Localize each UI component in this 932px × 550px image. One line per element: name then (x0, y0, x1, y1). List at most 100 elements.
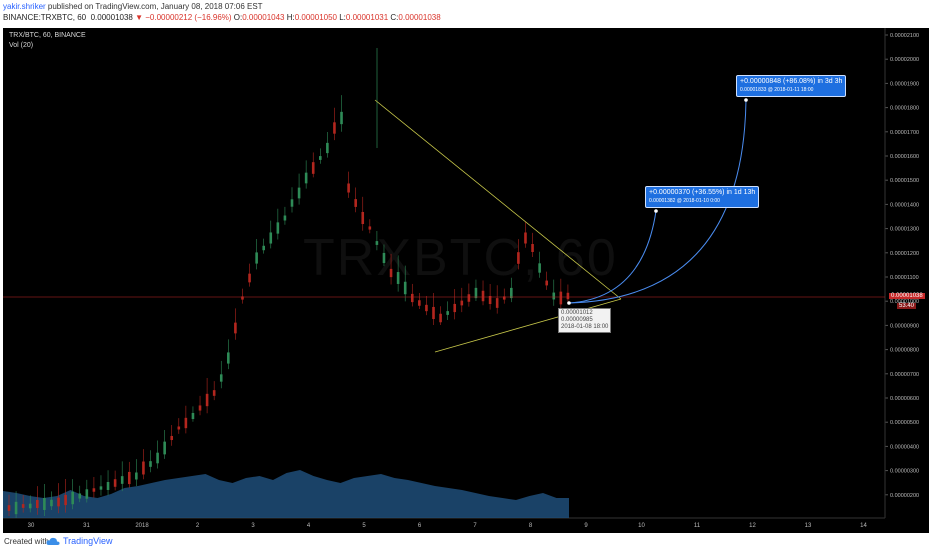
candle-body (255, 252, 258, 264)
candle-body (495, 298, 499, 308)
candle-body (85, 489, 89, 499)
current-price-label: 0.00001038 (889, 293, 925, 299)
cloud-icon (46, 537, 60, 545)
chart-pane[interactable]: TRXBTC, 60 0.00002100 0.00002000 0.0000190… (3, 28, 929, 533)
candle-body (28, 503, 32, 509)
price-change: −0.00000212 (−16.96%) (145, 13, 232, 22)
projection-curve-1 (568, 210, 657, 304)
price-axis-label: 0.00001300 (890, 227, 919, 233)
candle-body (552, 292, 556, 300)
candle-body (488, 295, 492, 305)
price-axis-label: 0.00000400 (890, 444, 919, 450)
open-value: 0.00001043 (242, 13, 285, 22)
chart-header: yakir.shriker published on TradingView.c… (0, 0, 932, 28)
author-link[interactable]: yakir.shriker (3, 2, 46, 11)
price-axis-label: 0.00002100 (890, 33, 919, 39)
candle-body (333, 122, 336, 134)
tooltip-price-b: 0.00000985 (561, 317, 593, 323)
candle-body (120, 476, 124, 484)
projection-point-2 (744, 98, 748, 102)
low-label: L: (339, 13, 346, 22)
candle-body (7, 505, 11, 511)
candle-body (135, 472, 138, 480)
candle-body (538, 263, 541, 273)
ohlc-line: BINANCE:TRXBTC, 60 0.00001038 ▼ −0.00000… (3, 13, 441, 22)
candle-body (347, 183, 350, 193)
candle-body (361, 211, 365, 225)
candle-body (283, 215, 287, 221)
candle-body (191, 412, 195, 420)
candle-body (163, 441, 166, 455)
price-axis-label: 0.00001200 (890, 251, 919, 257)
time-axis-label: 3 (251, 523, 255, 529)
current-volume-label: 53.40 (897, 303, 917, 309)
projection-callout-1[interactable]: +0.00000370 (+36.55%) in 1d 13h 0.000013… (645, 186, 760, 208)
high-value: 0.00001050 (294, 13, 337, 22)
time-axis-label: 7 (473, 523, 477, 529)
candle-body (524, 232, 527, 244)
low-value: 0.00001031 (345, 13, 389, 22)
high-label: H: (286, 13, 295, 22)
candle-body (545, 280, 548, 286)
price-axis-label: 0.00000800 (890, 348, 919, 354)
price-axis-label: 0.00000200 (890, 493, 919, 499)
candle-body (92, 488, 96, 492)
created-with-text: Created with (4, 537, 49, 546)
candle-body (212, 390, 216, 396)
candle-body (439, 313, 442, 323)
candle-body (326, 142, 329, 154)
candle-body (453, 303, 457, 313)
price-axis-label: 0.00000700 (890, 372, 919, 378)
price-chart[interactable]: 0.00002100 0.00002000 0.00001900 0.00001800… (3, 28, 929, 533)
price-axis-label: 0.00001800 (890, 106, 919, 112)
time-axis-label: 11 (694, 523, 701, 529)
projection-point-1 (654, 209, 658, 213)
callout-1-target: 0.00001382 @ 2018-01-10 0:00 (649, 198, 720, 204)
projection-callout-2[interactable]: +0.00000848 (+86.08%) in 3d 3h 0.0000183… (736, 75, 847, 97)
time-axis-label: 5 (362, 523, 366, 529)
time-axis-label: 12 (749, 523, 756, 529)
candle-body (446, 311, 449, 315)
tooltip-price-a: 0.00001012 (561, 310, 593, 316)
tooltip-date: 2018-01-08 18:00 (561, 324, 609, 330)
candle-body (566, 292, 570, 300)
price-axis-label: 0.00002000 (890, 57, 919, 63)
time-axis-label: 8 (529, 523, 533, 529)
candle-body (219, 374, 223, 382)
candle-body (43, 498, 46, 510)
price-axis-label: 0.00001000 (890, 299, 919, 305)
candle-body (78, 493, 82, 499)
callout-2-change: +0.00000848 (+86.08%) in 3d 3h (740, 78, 843, 85)
tradingview-link[interactable]: TradingView (63, 536, 113, 546)
legend-volume: Vol (20) (9, 42, 34, 49)
candle-body (396, 272, 400, 284)
candle-body (375, 241, 379, 245)
price-axis-label: 0.00000900 (890, 323, 919, 329)
candle-body (248, 273, 251, 283)
open-label: O: (233, 13, 243, 22)
time-axis-label: 10 (638, 523, 645, 529)
candle-body (510, 287, 513, 299)
candle-body (99, 486, 103, 490)
symbol-watermark: TRXBTC, 60 (303, 229, 618, 287)
candle-body (559, 291, 563, 305)
price-tooltip: 0.00001012 0.00000985 2018-01-08 18:00 (558, 308, 612, 333)
price-axis-label: 0.00001400 (890, 202, 919, 208)
candle-body (481, 290, 485, 302)
candle-body (127, 471, 131, 485)
time-axis-label: 2 (196, 523, 200, 529)
price-axis-label: 0.00001100 (890, 275, 919, 281)
footer: Created with TradingView (0, 533, 932, 550)
candle-body (227, 352, 230, 364)
time-axis-label: 6 (418, 523, 422, 529)
triangle-upper-line (374, 99, 622, 300)
price-axis-label: 0.00001500 (890, 178, 919, 184)
time-axis-label: 14 (860, 523, 867, 529)
candle-body (198, 405, 202, 411)
candle-body (205, 393, 209, 407)
candle-body (460, 300, 464, 306)
price-axis-label: 0.00001700 (890, 130, 919, 136)
candle-body (262, 245, 265, 251)
triangle-lower-line (434, 298, 622, 353)
time-axis-label: 2018 (135, 523, 149, 529)
